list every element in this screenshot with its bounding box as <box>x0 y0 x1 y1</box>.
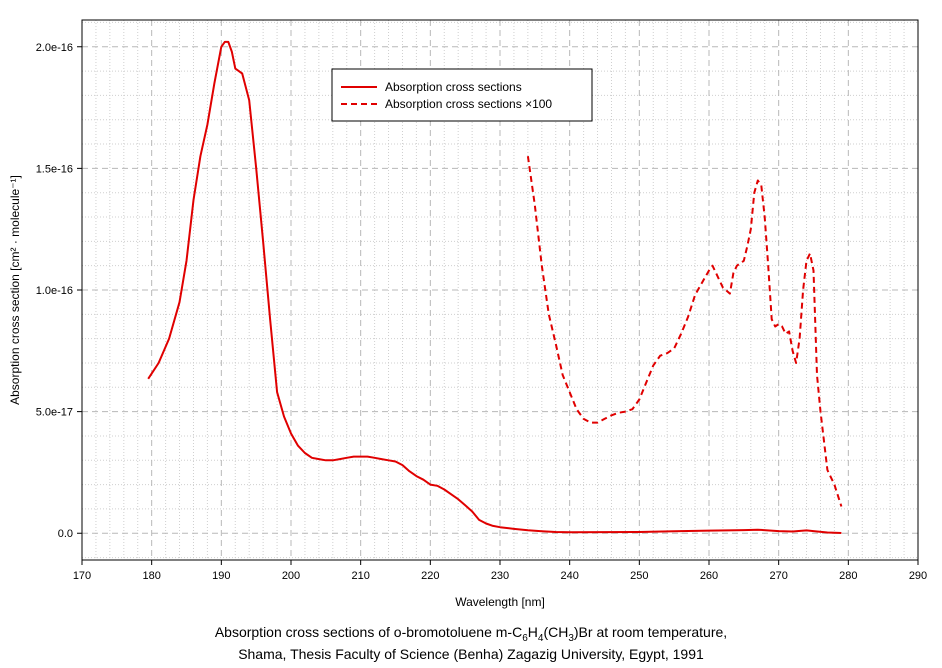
legend-label-dashed: Absorption cross sections ×100 <box>385 97 552 111</box>
x-tick-label: 250 <box>630 570 648 582</box>
y-axis-label: Absorption cross section [cm² · molecule… <box>8 175 22 405</box>
legend-box <box>331 68 593 122</box>
y-tick-label: 0.0 <box>58 528 73 540</box>
caption-part: (CH <box>543 624 569 640</box>
series-group <box>147 40 843 534</box>
y-tick-label: 5.0e-17 <box>36 407 73 419</box>
caption-part: )Br at room temperature, <box>573 624 728 640</box>
x-tick-label: 290 <box>909 570 927 582</box>
y-tick-label: 2.0e-16 <box>36 42 73 54</box>
x-tick-label: 260 <box>700 570 718 582</box>
x-axis-label: Wavelength [nm] <box>455 595 545 609</box>
series-line-x100 <box>526 156 843 507</box>
x-tick-label: 170 <box>73 570 91 582</box>
caption-subscript: 4 <box>537 632 544 644</box>
caption-line-1: Absorption cross sections of o-bromotolu… <box>0 624 942 644</box>
caption-part: H <box>527 624 538 640</box>
y-tick-label: 1.5e-16 <box>36 163 73 175</box>
x-tick-label: 240 <box>560 570 578 582</box>
caption-subscript: 3 <box>568 632 574 644</box>
x-tick-label: 230 <box>491 570 509 582</box>
legend: Absorption cross sections Absorption cro… <box>331 68 593 122</box>
x-tick-label: 190 <box>212 570 230 582</box>
x-tick-label: 270 <box>769 570 787 582</box>
caption-line-2: Shama, Thesis Faculty of Science (Benha)… <box>238 646 704 662</box>
x-tick-label: 280 <box>839 570 857 582</box>
caption-subscript: 6 <box>522 632 528 644</box>
x-tick-label: 220 <box>421 570 439 582</box>
x-tick-label: 210 <box>351 570 369 582</box>
series-line-absorption <box>147 40 842 534</box>
x-tick-label: 200 <box>282 570 300 582</box>
x-tick-label: 180 <box>142 570 160 582</box>
legend-label-solid: Absorption cross sections <box>385 80 522 94</box>
axes: 170 180 190 200 210 220 230 240 250 260 270 280 290 0… <box>36 42 927 582</box>
y-tick-label: 1.0e-16 <box>36 285 73 297</box>
caption-part: Absorption cross sections of o-bromotolu… <box>214 624 523 640</box>
absorption-chart: 170 180 190 200 210 220 230 240 250 260 270 280 290 0… <box>8 19 927 609</box>
